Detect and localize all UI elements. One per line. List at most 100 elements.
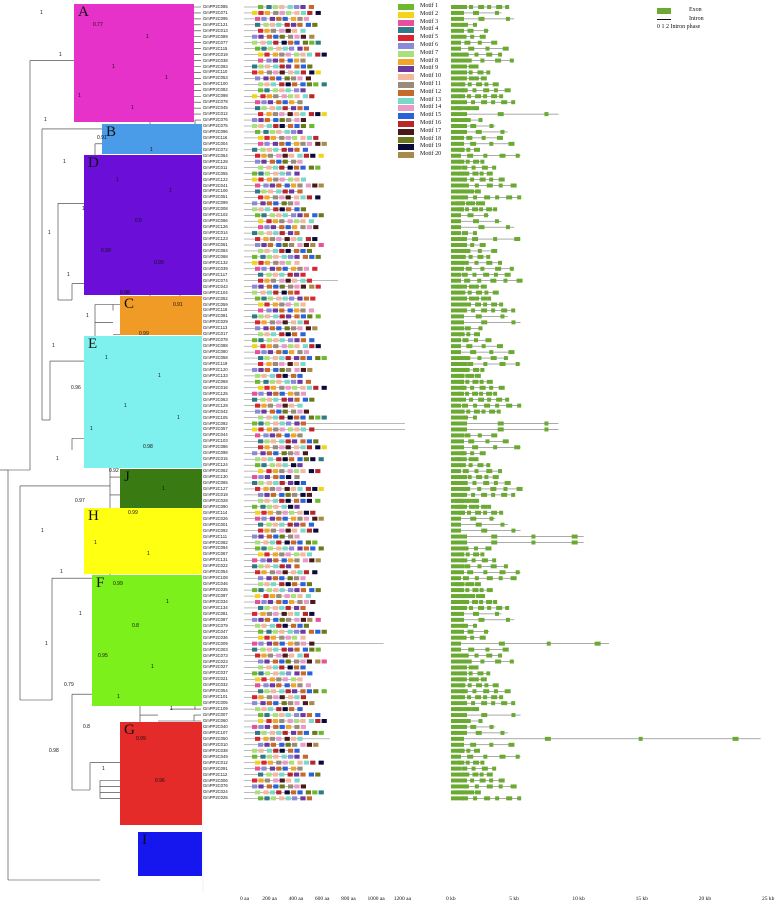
gene-label: GmPP2C025 bbox=[203, 795, 228, 801]
motif-box bbox=[269, 183, 275, 188]
motif-box bbox=[285, 195, 291, 200]
motif-box bbox=[264, 564, 270, 569]
exon-box bbox=[478, 397, 485, 402]
bootstrap-value: 1 bbox=[177, 414, 180, 421]
motif-box bbox=[266, 219, 272, 224]
exon-box bbox=[465, 790, 472, 795]
exon-box bbox=[472, 391, 479, 396]
exon-box bbox=[489, 742, 494, 747]
motif-box bbox=[266, 58, 272, 63]
gene-label: GmPP2C107 bbox=[203, 729, 228, 735]
gene-label: GmPP2C076 bbox=[203, 783, 228, 789]
motif-box bbox=[273, 588, 279, 593]
motif-box bbox=[284, 129, 290, 134]
exon-box bbox=[471, 766, 476, 771]
motif-box bbox=[315, 165, 321, 170]
motif-box bbox=[264, 82, 270, 87]
motif-box bbox=[318, 457, 324, 462]
motif-box bbox=[279, 576, 285, 581]
exon-box bbox=[475, 504, 480, 509]
motif-box bbox=[270, 332, 276, 337]
motif-box bbox=[255, 183, 261, 188]
motif-box bbox=[272, 659, 278, 664]
exon-box bbox=[486, 52, 493, 57]
motif-box bbox=[282, 350, 288, 355]
motif-box bbox=[261, 46, 267, 51]
motif-box bbox=[294, 564, 300, 569]
exon-box bbox=[491, 94, 498, 99]
motif-box bbox=[252, 647, 258, 652]
motif-box bbox=[285, 552, 291, 557]
motif-box bbox=[270, 225, 276, 230]
motif-box bbox=[303, 600, 309, 604]
motif-box bbox=[252, 338, 258, 343]
motif-box bbox=[294, 10, 300, 15]
motif-box bbox=[266, 772, 272, 777]
exon-box bbox=[489, 409, 496, 414]
motif-box bbox=[288, 784, 294, 789]
motif-box bbox=[297, 243, 303, 247]
motif-label: Motif 20 bbox=[420, 151, 442, 158]
motif-box bbox=[303, 243, 309, 247]
motif-box bbox=[279, 248, 285, 253]
exon-box bbox=[503, 356, 508, 361]
gene-label: GmPP2C099 bbox=[203, 200, 228, 206]
motif-box bbox=[282, 457, 288, 462]
gene-label: GmPP2C069 bbox=[203, 378, 228, 384]
motif-box bbox=[285, 28, 291, 33]
motif-box bbox=[306, 445, 312, 450]
exon-box bbox=[491, 540, 498, 545]
exon-box bbox=[451, 272, 461, 277]
motif-box bbox=[258, 689, 264, 694]
motif-box bbox=[279, 88, 285, 93]
motif-box bbox=[273, 558, 279, 563]
motif-box bbox=[273, 177, 279, 182]
motif-box bbox=[264, 356, 270, 361]
motif-box bbox=[264, 475, 270, 480]
exon-box bbox=[475, 106, 480, 111]
motif-box bbox=[300, 724, 306, 729]
motif-box bbox=[272, 165, 278, 170]
exon-box bbox=[501, 100, 508, 105]
exon-box bbox=[451, 379, 464, 384]
exon-box bbox=[451, 475, 467, 480]
motif-box bbox=[312, 516, 318, 521]
motif-box bbox=[255, 510, 261, 515]
motif-box bbox=[285, 141, 291, 146]
exon-box bbox=[475, 314, 482, 319]
motif-box bbox=[309, 647, 315, 652]
motif-box bbox=[276, 350, 282, 355]
exon-box bbox=[461, 481, 468, 485]
gene-label: GmPP2C078 bbox=[203, 99, 228, 105]
motif-box bbox=[261, 189, 267, 194]
exon-box bbox=[451, 314, 464, 319]
gene-label: GmPP2C086 bbox=[203, 444, 228, 450]
motif-box bbox=[273, 754, 279, 759]
motif-box bbox=[294, 94, 300, 99]
motif-box bbox=[261, 213, 267, 218]
exon-box bbox=[481, 492, 488, 497]
gene-label: GmPP2C054 bbox=[203, 688, 228, 694]
exon-box bbox=[474, 677, 479, 682]
motif-box bbox=[276, 736, 282, 741]
exon-box bbox=[496, 409, 501, 414]
exon-box bbox=[515, 153, 520, 158]
motif-box bbox=[300, 605, 306, 610]
exon-box bbox=[451, 266, 464, 271]
motif-box bbox=[255, 463, 261, 468]
exon-box bbox=[451, 28, 464, 33]
motif-box bbox=[313, 385, 319, 390]
gene-label: GmPP2C089 bbox=[203, 33, 228, 39]
protein-axis-tick: 200 aa bbox=[262, 896, 277, 902]
exon-box bbox=[494, 219, 499, 224]
gene-label: GmPP2C098 bbox=[203, 93, 228, 99]
motif-box bbox=[266, 124, 272, 128]
motif-box bbox=[300, 689, 306, 694]
motif-box bbox=[276, 153, 282, 158]
gene-label: GmPP2C018 bbox=[203, 491, 228, 497]
motif-legend-item: Motif 4 bbox=[398, 26, 488, 34]
exon-box bbox=[483, 272, 490, 277]
exon-box bbox=[486, 653, 493, 658]
exon-box bbox=[456, 64, 463, 69]
motif-box bbox=[300, 284, 306, 289]
